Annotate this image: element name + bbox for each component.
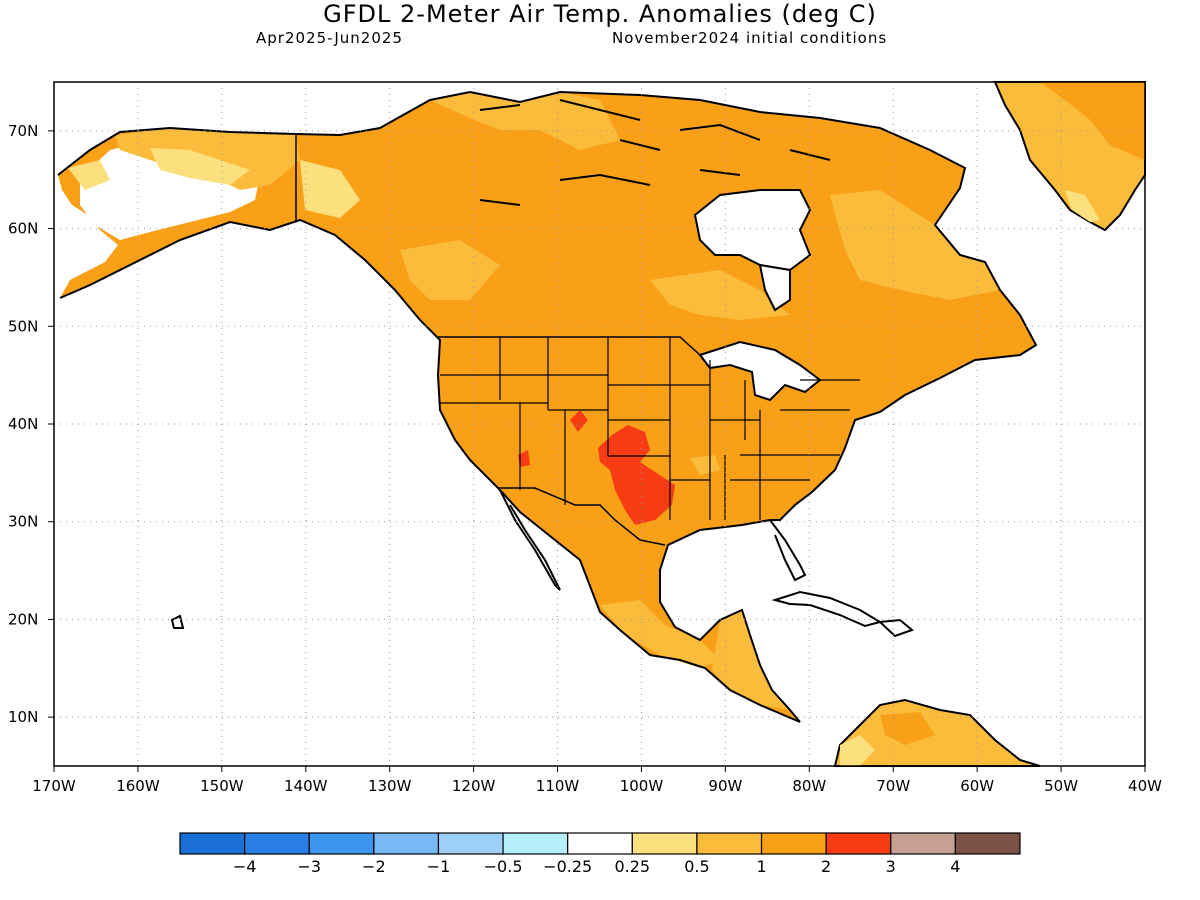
lat-label: 50N <box>8 317 38 335</box>
boundaries <box>57 90 1038 723</box>
lon-label: 160W <box>116 777 160 795</box>
colorbar-swatch <box>760 832 827 855</box>
axis-labels: 170W 160W 150W 140W 130W 120W 110W 100W 90W 80W 70… <box>8 122 1162 795</box>
lon-label: 170W <box>32 777 76 795</box>
south-america-strong <box>880 712 935 745</box>
colorbar-swatch <box>437 832 504 855</box>
hawaii-islands <box>170 614 185 629</box>
colorbar-swatch <box>631 832 698 855</box>
lon-label: 110W <box>536 777 580 795</box>
lat-label: 70N <box>8 122 38 140</box>
lon-label: 40W <box>1128 777 1162 795</box>
alaska-west-light <box>68 160 110 190</box>
colorbar-label: −0.25 <box>543 857 592 876</box>
lat-label: 30N <box>8 513 38 531</box>
lon-label: 60W <box>960 777 994 795</box>
baja-california <box>499 489 561 591</box>
colorbar-label: 4 <box>950 857 960 876</box>
colorbar-label: 2 <box>821 857 831 876</box>
canada-us-border <box>438 336 701 356</box>
texas-light-patch <box>690 455 720 475</box>
southern-plains-hot-anomaly <box>598 425 675 525</box>
florida-peninsula <box>769 519 807 582</box>
lat-label: 10N <box>8 708 38 726</box>
arizona-hot-anomaly <box>518 450 530 467</box>
great-lakes <box>698 340 822 402</box>
yukon-light-anomaly <box>300 160 360 218</box>
lon-label: 50W <box>1044 777 1078 795</box>
colorbar-label: 0.5 <box>684 857 709 876</box>
colorbar-swatch <box>308 832 375 855</box>
lon-label: 150W <box>200 777 244 795</box>
lon-label: 100W <box>620 777 664 795</box>
colorbar: −4 −3 −2 −1 −0.5 −0.25 0.25 0.5 1 2 3 4 <box>179 832 1021 876</box>
colorbar-label: −2 <box>362 857 386 876</box>
lat-label: 60N <box>8 220 38 238</box>
colorbar-swatch <box>179 832 246 855</box>
lon-label: 120W <box>452 777 496 795</box>
initial-conditions: November2024 initial conditions <box>612 29 888 47</box>
colorado-hot-anomaly <box>570 410 588 432</box>
greenland-strong-anomaly <box>1040 82 1145 160</box>
hudson-bay <box>693 189 812 272</box>
colorbar-swatch <box>954 832 1021 855</box>
colorbar-swatch <box>567 832 633 855</box>
colorbar-swatch <box>890 832 956 855</box>
hudson-east-light <box>830 190 1000 300</box>
james-bay <box>758 263 791 312</box>
colorbar-label: 0.25 <box>614 857 650 876</box>
anomaly-fills <box>58 81 1146 767</box>
arctic-light-anomaly <box>430 92 620 150</box>
us-state-lines <box>440 337 860 520</box>
lon-label: 70W <box>876 777 910 795</box>
lat-label: 40N <box>8 415 38 433</box>
colorbar-label: −0.5 <box>484 857 523 876</box>
map-title: GFDL 2-Meter Air Temp. Anomalies (deg C) <box>323 0 877 28</box>
lon-label: 80W <box>792 777 826 795</box>
colorbar-swatch <box>696 832 763 855</box>
colorbar-label: 3 <box>886 857 896 876</box>
canada-interior-light <box>650 270 790 320</box>
mexico-light <box>600 600 720 668</box>
colorbar-label: −3 <box>297 857 321 876</box>
cuba <box>771 590 883 628</box>
greenland-west-light <box>1065 190 1100 222</box>
colorbar-label: 1 <box>756 857 766 876</box>
west-canada-light <box>400 240 500 300</box>
canadian-arctic-islands <box>479 99 831 206</box>
lat-label: 20N <box>8 610 38 628</box>
forecast-period: Apr2025-Jun2025 <box>256 29 403 47</box>
lon-label: 130W <box>368 777 412 795</box>
colorbar-label: −4 <box>233 857 257 876</box>
colorbar-swatch <box>502 832 569 855</box>
north-america-coastline <box>57 90 1038 723</box>
colorbar-label: −1 <box>427 857 451 876</box>
hispaniola <box>877 618 914 638</box>
lon-label: 140W <box>284 777 328 795</box>
colorbar-swatch <box>825 832 892 855</box>
central-america-light <box>712 610 790 710</box>
colorbar-swatch <box>373 832 440 855</box>
alaska-yellow-anomaly <box>150 148 250 185</box>
graticule <box>54 82 1145 766</box>
south-america-light <box>840 735 875 766</box>
us-mexico-border <box>498 487 666 546</box>
lon-label: 90W <box>708 777 742 795</box>
colorbar-swatch <box>244 832 310 855</box>
